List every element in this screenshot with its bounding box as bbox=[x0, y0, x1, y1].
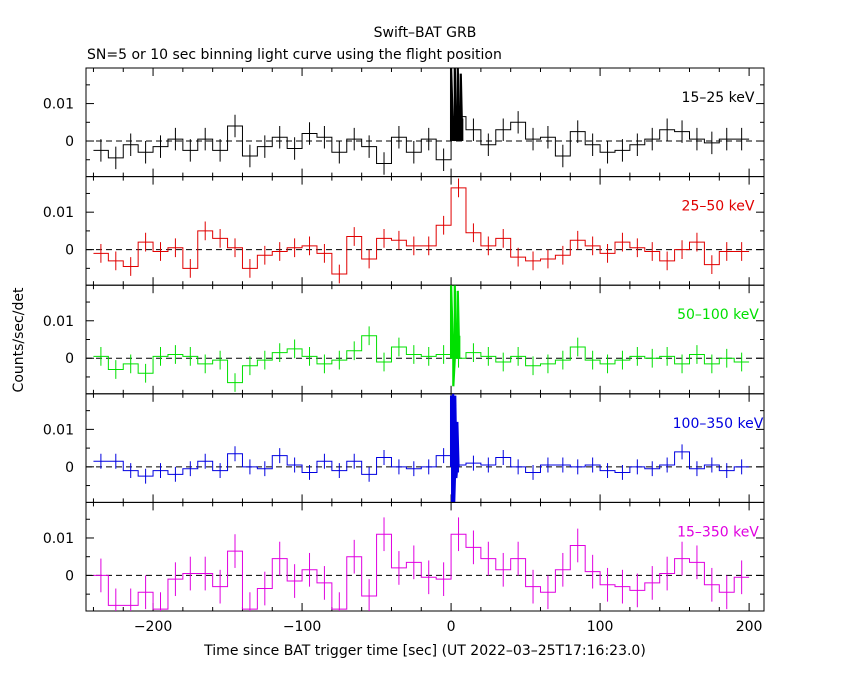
band-label: 15–25 keV bbox=[682, 90, 755, 106]
step-line bbox=[93, 451, 750, 477]
panel-3: 0 0.01 50–100 keV bbox=[43, 284, 765, 395]
band-label: 15–350 keV bbox=[677, 524, 759, 540]
panel-2: 0 0.01 25–50 keV bbox=[43, 176, 765, 286]
burst-spike bbox=[449, 68, 464, 142]
x-tick-label: 200 bbox=[736, 619, 763, 635]
y-tick-label: 0.01 bbox=[43, 314, 74, 330]
band-label: 50–100 keV bbox=[677, 307, 759, 323]
series-2 bbox=[93, 178, 750, 284]
step-line bbox=[93, 533, 750, 610]
x-tick-label: −100 bbox=[283, 619, 321, 635]
chart-subtitle: SN=5 or 10 sec binning light curve using… bbox=[87, 47, 502, 63]
burst-spike bbox=[449, 285, 461, 387]
step-line bbox=[93, 335, 750, 384]
y-tick-label: 0 bbox=[65, 243, 74, 259]
x-tick-label: 100 bbox=[587, 619, 614, 635]
series-1 bbox=[93, 68, 750, 175]
x-tick-label: −200 bbox=[134, 619, 172, 635]
series-4 bbox=[93, 393, 750, 503]
panel-frame bbox=[85, 176, 765, 286]
band-label: 100–350 keV bbox=[673, 416, 764, 432]
step-line bbox=[93, 187, 750, 275]
panel-frame bbox=[85, 501, 765, 612]
y-tick-label: 0.01 bbox=[43, 205, 74, 221]
y-tick-label: 0.01 bbox=[43, 422, 74, 438]
series-3 bbox=[93, 285, 750, 392]
panel-frame bbox=[85, 67, 765, 178]
panel-4: 0 0.01 100–350 keV bbox=[43, 393, 765, 503]
y-axis-label: Counts/sec/det bbox=[11, 287, 27, 392]
x-tick-label: 0 bbox=[447, 619, 456, 635]
series-5 bbox=[93, 517, 750, 611]
y-tick-label: 0 bbox=[65, 134, 74, 150]
y-tick-label: 0 bbox=[65, 460, 74, 476]
panel-1: 0 0.01 15–25 keV bbox=[43, 67, 765, 178]
panels-group: 0 0.01 15–25 keV 0 0.01 25–50 keV 0 0.01 50–100 … bbox=[43, 67, 765, 635]
panel-frame bbox=[85, 393, 765, 503]
x-axis-label: Time since BAT trigger time [sec] (UT 20… bbox=[203, 643, 646, 659]
y-tick-label: 0.01 bbox=[43, 97, 74, 113]
band-label: 25–50 keV bbox=[682, 199, 755, 215]
step-line bbox=[93, 116, 750, 164]
burst-spike bbox=[449, 393, 460, 503]
panel-5: 0 0.01 15–350 keV bbox=[43, 501, 765, 612]
y-tick-label: 0 bbox=[65, 568, 74, 584]
y-tick-label: 0 bbox=[65, 351, 74, 367]
y-tick-label: 0.01 bbox=[43, 531, 74, 547]
chart-title: Swift–BAT GRB bbox=[374, 25, 477, 41]
panel-frame bbox=[85, 284, 765, 395]
